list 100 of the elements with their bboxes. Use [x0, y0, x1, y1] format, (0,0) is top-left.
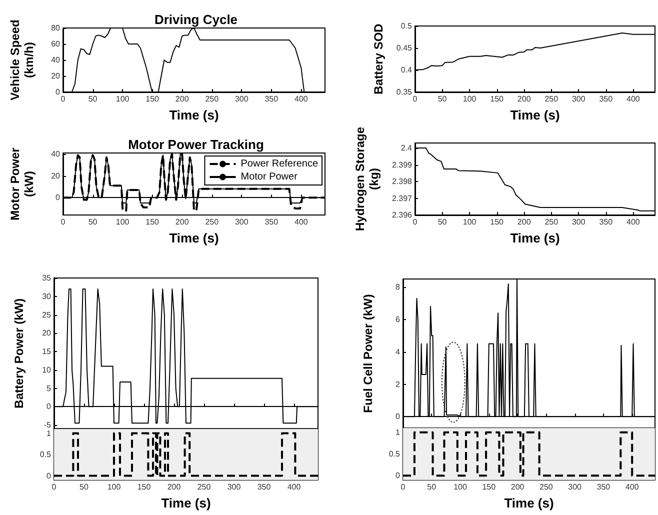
y-tick-label: 40	[51, 56, 61, 64]
x-tick-label: 50	[427, 482, 437, 492]
y-tick-label: 0.35	[396, 88, 413, 96]
y-tick-label: 15	[42, 347, 52, 356]
x-tick-label: 150	[490, 94, 504, 104]
x-tick-label: 400	[626, 94, 640, 104]
y-tick-label: 5	[46, 384, 52, 393]
x-tick-label: 350	[264, 94, 279, 104]
x-tick-label: 200	[510, 482, 525, 492]
x-tick-label: 250	[205, 218, 220, 226]
x-tick-label: 150	[146, 94, 160, 104]
y-axis-title: Battery SOD	[372, 23, 386, 94]
x-axis-title: Time (s)	[504, 496, 554, 510]
y-tick-label: 0	[56, 193, 61, 202]
x-tick-label: 100	[462, 94, 477, 104]
x-tick-label: 400	[287, 482, 302, 492]
y-tick-label: 1	[46, 428, 52, 438]
y-tick-label: 20	[42, 328, 52, 338]
chart-title: Motor Power Tracking	[128, 137, 264, 152]
y-tick-label: 35	[42, 274, 52, 282]
x-tick-label: 300	[568, 482, 582, 492]
y-axis-title: Motor Power (kW)	[8, 147, 36, 220]
x-tick-label: 300	[227, 482, 242, 492]
legend-label: Power Reference	[240, 158, 318, 170]
x-tick-label: 150	[482, 482, 496, 492]
x-tick-label: 100	[462, 218, 477, 226]
x-tick-label: 50	[88, 218, 98, 226]
legend-label: Motor Power	[240, 172, 298, 182]
x-tick-label: 50	[438, 94, 448, 104]
x-axis-title: Time (s)	[161, 496, 211, 510]
y-tick-label: 0.5	[388, 450, 401, 458]
y-axis-title: Fuel Cell Power (kW)	[361, 294, 375, 413]
y-tick-label: 40	[51, 150, 61, 159]
y-tick-label: 0.45	[396, 44, 413, 52]
x-tick-label: 100	[116, 218, 130, 226]
x-tick-label: 300	[234, 94, 249, 104]
y-tick-label: 80	[51, 24, 61, 32]
x-axis-title: Time (s)	[169, 108, 219, 122]
x-tick-label: 250	[544, 218, 559, 226]
x-tick-label: 200	[517, 218, 532, 226]
x-tick-label: 300	[572, 94, 586, 104]
x-tick-label: 50	[438, 218, 448, 226]
x-tick-label: 250	[544, 94, 559, 104]
y-tick-label: 0	[396, 471, 401, 480]
x-tick-label: 200	[167, 482, 182, 492]
x-tick-label: 350	[599, 94, 614, 104]
x-tick-label: 350	[599, 218, 614, 226]
x-tick-label: 100	[107, 482, 122, 492]
y-tick-label: 10	[42, 365, 52, 374]
y-tick-label: 2	[396, 380, 401, 389]
y-tick-label: 20	[51, 171, 61, 180]
y-tick-label: 2.398	[392, 177, 413, 186]
y-tick-label: 20	[51, 72, 61, 80]
x-axis-title: Time (s)	[510, 230, 560, 246]
x-tick-label: 150	[137, 482, 152, 492]
x-tick-label: 250	[540, 482, 554, 492]
x-tick-label: 50	[88, 94, 98, 104]
x-tick-label: 400	[626, 218, 640, 226]
y-tick-label: 0.5	[40, 450, 52, 459]
y-tick-label: 8	[396, 282, 401, 292]
y-tick-label: 2.397	[392, 194, 413, 203]
x-tick-label: 150	[490, 218, 504, 226]
x-tick-label: 300	[572, 218, 586, 226]
y-tick-label: 0	[46, 402, 52, 412]
y-tick-label: 2.399	[392, 160, 413, 170]
y-tick-label: 2.396	[392, 210, 413, 220]
x-tick-label: 350	[264, 218, 279, 226]
x-tick-label: 100	[454, 482, 468, 492]
x-tick-label: 350	[257, 482, 272, 492]
chart-title: Driving Cycle	[154, 12, 238, 27]
x-tick-label: 50	[80, 482, 89, 492]
y-axis-title: Hydrogen Storage (kg)	[353, 126, 382, 232]
x-tick-label: 300	[234, 218, 249, 226]
y-tick-label: 30	[42, 292, 52, 301]
y-tick-label: 25	[42, 310, 52, 320]
y-tick-label: 6	[396, 314, 401, 324]
y-tick-label: -5	[44, 420, 52, 430]
x-tick-label: 350	[596, 482, 611, 492]
x-tick-label: 400	[625, 482, 640, 492]
y-tick-label: 60	[51, 40, 61, 48]
x-tick-label: 400	[294, 94, 308, 104]
y-axis-title: Vehicle Speed (km/h)	[8, 20, 36, 100]
x-tick-label: 200	[175, 94, 190, 104]
x-tick-label: 200	[175, 218, 190, 226]
y-tick-label: 0.5	[400, 22, 413, 30]
x-axis-title: Time (s)	[169, 230, 219, 246]
x-tick-label: 250	[197, 482, 212, 492]
y-tick-label: 0	[46, 471, 52, 480]
x-tick-label: 400	[294, 218, 308, 226]
x-tick-label: 150	[146, 218, 160, 226]
y-tick-label: 0.4	[400, 66, 413, 74]
x-axis-title: Time (s)	[510, 108, 560, 122]
y-axis-title: Battery Power (kW)	[12, 298, 26, 408]
y-tick-label: 2.4	[400, 144, 413, 153]
x-tick-label: 100	[116, 94, 130, 104]
y-tick-label: 1	[396, 428, 401, 437]
y-tick-label: 4	[396, 347, 401, 356]
y-tick-label: 0	[396, 412, 401, 422]
x-tick-label: 200	[517, 94, 532, 104]
x-tick-label: 250	[205, 94, 220, 104]
